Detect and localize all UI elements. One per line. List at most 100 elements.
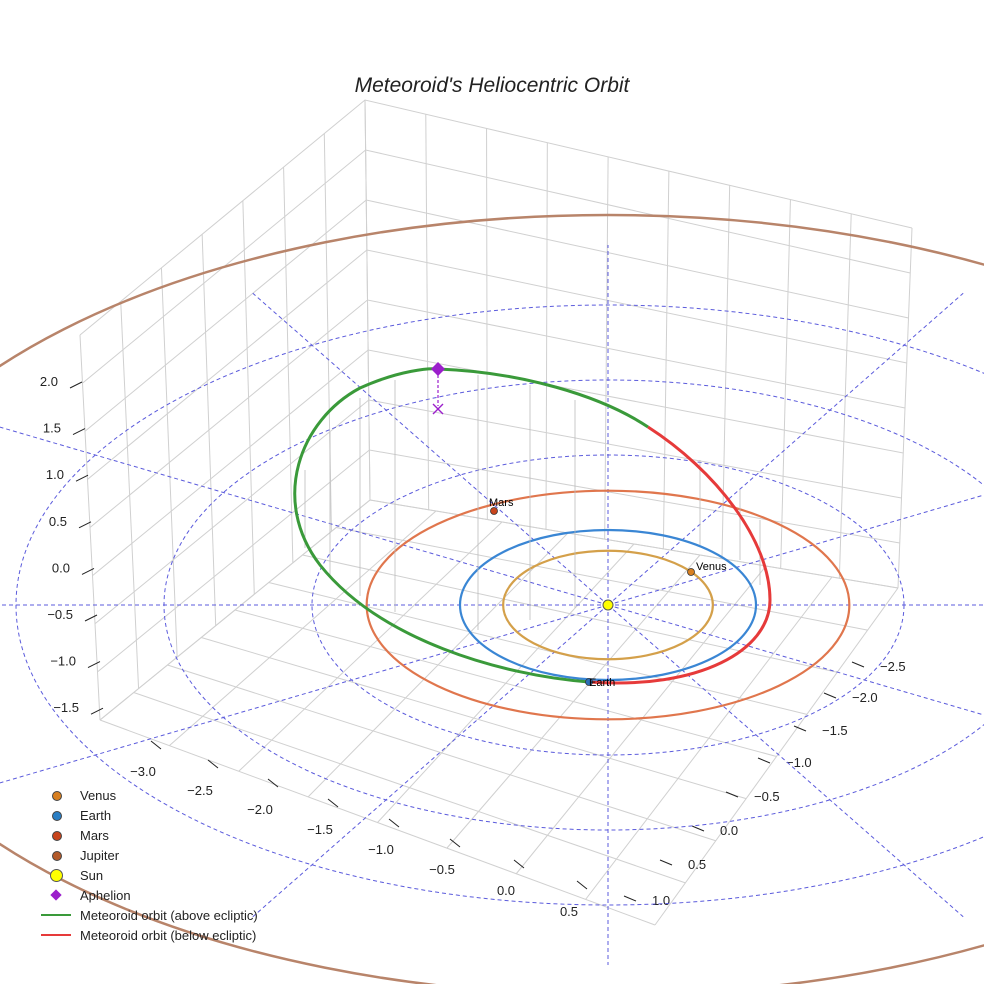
y-tick-mark [659, 859, 673, 866]
legend-item: Aphelion [38, 885, 258, 905]
x-tick-mark [327, 798, 339, 808]
legend-line-icon [41, 934, 71, 936]
legend-symbol [38, 845, 76, 865]
floor-gridline [268, 582, 807, 715]
legend-dot-icon [52, 791, 62, 801]
y-tick-mark [691, 825, 705, 832]
planet-marker-earth [585, 678, 593, 686]
wall-horizontal-gridline [92, 349, 904, 577]
planet-label-earth: Earth [589, 677, 615, 689]
legend-symbol [38, 785, 76, 805]
y-tick-label: −0.5 [754, 789, 780, 804]
legend-dot-icon [52, 811, 62, 821]
sun-marker [602, 599, 614, 611]
z-tick-mark [87, 661, 101, 669]
legend-symbol [38, 885, 76, 905]
x-tick-mark [267, 778, 279, 788]
x-tick-label: −1.5 [307, 822, 333, 837]
legend-dot-icon [52, 831, 62, 841]
wall-horizontal-gridline [94, 399, 902, 625]
floor-gridline [515, 565, 767, 875]
meteoroid-orbit-below [588, 425, 772, 685]
legend-symbol [38, 905, 76, 925]
y-tick-label: 1.0 [652, 893, 670, 908]
legend-item: Jupiter [38, 845, 258, 865]
x-tick-mark [388, 818, 400, 828]
ecliptic-spoke [252, 292, 609, 606]
legend-label: Earth [80, 807, 112, 823]
y-tick-mark [725, 791, 739, 798]
meteoroid-orbit-above [293, 367, 649, 684]
y-tick-label: −2.5 [880, 659, 906, 674]
y-tick-mark [757, 757, 771, 764]
wall-horizontal-gridline [84, 199, 909, 432]
legend-label: Meteoroid orbit (below ecliptic) [80, 927, 257, 943]
ecliptic-spoke [0, 426, 609, 606]
ecliptic-spoke [607, 604, 984, 716]
legend-symbol [38, 825, 76, 845]
legend-item: Meteoroid orbit (below ecliptic) [38, 925, 258, 945]
legend-label: Venus [80, 787, 117, 803]
y-tick-mark [823, 692, 837, 699]
x-tick-label: 0.0 [497, 883, 515, 898]
z-tick-label: 1.5 [43, 421, 61, 436]
planet-orbits [0, 213, 984, 984]
ecliptic-spoke [0, 604, 609, 784]
wall-horizontal-gridline [79, 99, 913, 336]
markers: Mars Venus Earth [431, 362, 727, 689]
wall-horizontal-gridline [87, 249, 907, 480]
planet-label-venus: Venus [696, 561, 727, 573]
x-tick-label: 0.5 [560, 904, 578, 919]
y-tick-label: 0.0 [720, 823, 738, 838]
legend-item: Sun [38, 865, 258, 885]
x-tick-label: −2.0 [247, 802, 273, 817]
ecliptic-spoke [607, 604, 964, 918]
z-tick-label: 1.0 [46, 467, 64, 482]
y-tick-label: 0.5 [688, 857, 706, 872]
planet-label-mars: Mars [489, 497, 514, 509]
z-tick-mark [84, 614, 98, 622]
ecliptic-spoke [252, 604, 609, 918]
floor-gridline [446, 554, 701, 849]
z-tick-mark [69, 381, 83, 389]
floor-gridline [302, 554, 838, 673]
y-tick-label: −1.0 [786, 755, 812, 770]
wall-horizontal-gridline [82, 149, 911, 384]
x-tick-mark [576, 880, 588, 890]
legend-item: Meteoroid orbit (above ecliptic) [38, 905, 258, 925]
legend: Venus Earth Mars Jupiter Sun Aphelion Meteoroi… [38, 785, 258, 945]
legend-label: Meteoroid orbit (above ecliptic) [80, 907, 258, 923]
z-tick-label: −1.5 [53, 700, 79, 715]
z-tick-label: 2.0 [40, 374, 58, 389]
legend-line-icon [41, 914, 71, 916]
legend-symbol [38, 805, 76, 825]
z-tick-label: 0.5 [49, 514, 67, 529]
orbit-mars [365, 489, 851, 721]
floor-gridline [654, 587, 899, 926]
y-tick-mark [793, 725, 807, 732]
floor-gridline [369, 499, 899, 589]
legend-label: Sun [80, 867, 104, 883]
legend-item: Mars [38, 825, 258, 845]
y-tick-label: −2.0 [852, 690, 878, 705]
ecliptic-grid [0, 245, 984, 965]
legend-sun-icon [50, 869, 63, 882]
ecliptic-spoke [607, 292, 964, 606]
legend-label: Aphelion [80, 887, 131, 903]
chart-title: Meteoroid's Heliocentric Orbit [354, 74, 630, 97]
orbit-venus [502, 549, 714, 661]
wall-horizontal-gridline [97, 449, 900, 673]
x-tick-label: −0.5 [429, 862, 455, 877]
floor-gridline [585, 576, 833, 900]
legend-diamond-icon [50, 889, 62, 901]
y-tick-mark [623, 895, 637, 902]
z-tick-label: −0.5 [47, 607, 73, 622]
x-tick-label: −2.5 [187, 783, 213, 798]
axis-panes [79, 99, 913, 926]
planet-marker-mars [490, 507, 498, 515]
z-tick-mark [72, 428, 86, 436]
x-tick-label: −3.0 [130, 764, 156, 779]
z-tick-mark [75, 474, 89, 482]
meteoroid-orbit [293, 367, 772, 685]
